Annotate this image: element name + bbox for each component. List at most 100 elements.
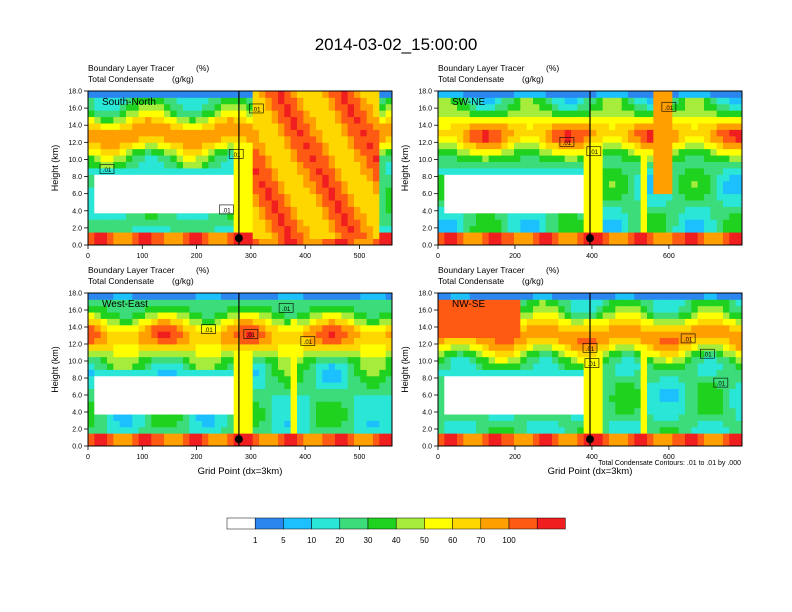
heatmap-cell: [640, 129, 648, 137]
heatmap-cell: [347, 155, 355, 162]
heatmap-cell: [583, 97, 591, 105]
heatmap-cell: [678, 344, 686, 351]
heatmap-cell: [290, 212, 298, 220]
heatmap-cell: [583, 312, 591, 319]
heatmap-cell: [577, 439, 585, 447]
heatmap-cell: [119, 414, 127, 421]
heatmap-cell: [309, 337, 317, 345]
heatmap-cell: [628, 212, 635, 220]
heatmap-cell: [202, 388, 209, 396]
heatmap-cell: [208, 97, 216, 105]
heatmap-cell: [609, 193, 616, 201]
heatmap-cell: [615, 103, 623, 111]
heatmap-cell: [265, 91, 273, 98]
heatmap-cell: [545, 116, 553, 124]
heatmap-cell: [659, 103, 667, 111]
heatmap-cell: [119, 200, 127, 207]
heatmap-cell: [647, 148, 654, 156]
heatmap-cell: [252, 439, 260, 447]
heatmap-cell: [119, 232, 127, 239]
heatmap-cell: [628, 116, 635, 124]
heatmap-cell: [354, 433, 361, 441]
heatmap-cell: [463, 219, 471, 227]
heatmap-cell: [328, 375, 336, 383]
heatmap-cell: [246, 206, 254, 214]
heatmap-cell: [558, 350, 566, 358]
heatmap-cell: [354, 401, 361, 409]
heatmap-cell: [704, 395, 711, 402]
heatmap-cell: [640, 238, 648, 246]
heatmap-cell: [271, 369, 279, 377]
heatmap-cell: [195, 174, 203, 182]
heatmap-cell: [501, 414, 509, 421]
heatmap-cell: [640, 91, 648, 98]
heatmap-cell: [729, 414, 737, 421]
heatmap-cell: [202, 337, 209, 345]
heatmap-cell: [145, 305, 152, 313]
heatmap-cell: [113, 110, 121, 118]
heatmap-cell: [316, 318, 323, 326]
heatmap-cell: [666, 337, 673, 345]
heatmap-cell: [469, 232, 477, 239]
heatmap-cell: [704, 382, 711, 390]
heatmap-cell: [526, 103, 534, 111]
heatmap-cell: [208, 135, 216, 143]
heatmap-cell: [482, 305, 490, 313]
heatmap-cell: [615, 161, 623, 169]
heatmap-cell: [227, 388, 235, 396]
heatmap-cell: [659, 414, 667, 421]
heatmap-cell: [716, 97, 724, 105]
heatmap-cell: [354, 142, 361, 150]
heatmap-cell: [583, 420, 591, 428]
heatmap-cell: [328, 369, 336, 377]
heatmap-cell: [507, 123, 515, 130]
heatmap-cell: [138, 91, 146, 98]
heatmap-cell: [678, 116, 686, 124]
heatmap-cell: [335, 318, 342, 326]
heatmap-cell: [482, 299, 490, 307]
heatmap-cell: [316, 337, 323, 345]
heatmap-cell: [666, 155, 673, 162]
heatmap-cell: [170, 395, 178, 402]
heatmap-cell: [735, 375, 743, 383]
heatmap-cell: [309, 324, 317, 332]
heatmap-cell: [151, 212, 159, 220]
heatmap-cell: [88, 116, 95, 124]
heatmap-cell: [463, 155, 471, 162]
heatmap-cell: [634, 193, 642, 201]
heatmap-cell: [113, 103, 121, 111]
heatmap-cell: [723, 414, 730, 421]
heatmap-cell: [151, 129, 159, 137]
heatmap-cell: [539, 395, 547, 402]
heatmap-cell: [716, 407, 724, 415]
heatmap-cell: [520, 187, 528, 195]
heatmap-cell: [208, 337, 216, 345]
heatmap-cell: [354, 168, 361, 175]
heatmap-cell: [590, 344, 597, 351]
heatmap-cell: [119, 369, 127, 377]
heatmap-cell: [583, 324, 591, 332]
heatmap-cell: [545, 168, 553, 175]
heatmap-cell: [100, 206, 108, 214]
heatmap-cell: [545, 187, 553, 195]
heatmap-cell: [539, 388, 547, 396]
heatmap-cell: [450, 420, 458, 428]
heatmap-cell: [94, 299, 102, 307]
heatmap-cell: [438, 382, 445, 390]
heatmap-cell: [176, 363, 184, 370]
x-tick-label: 200: [509, 253, 521, 260]
heatmap-cell: [271, 187, 279, 195]
heatmap-cell: [697, 174, 705, 182]
heatmap-cell: [615, 305, 623, 313]
heatmap-cell: [233, 369, 241, 377]
heatmap-cell: [151, 395, 159, 402]
heatmap-cell: [126, 238, 133, 246]
y-tick-label: 0.0: [72, 444, 82, 451]
heatmap-cell: [685, 299, 692, 307]
heatmap-cell: [290, 110, 298, 118]
heatmap-cell: [195, 180, 203, 188]
heatmap-cell: [539, 97, 547, 105]
heatmap-cell: [138, 193, 146, 201]
heatmap-cell: [328, 206, 336, 214]
heatmap-cell: [290, 129, 298, 137]
